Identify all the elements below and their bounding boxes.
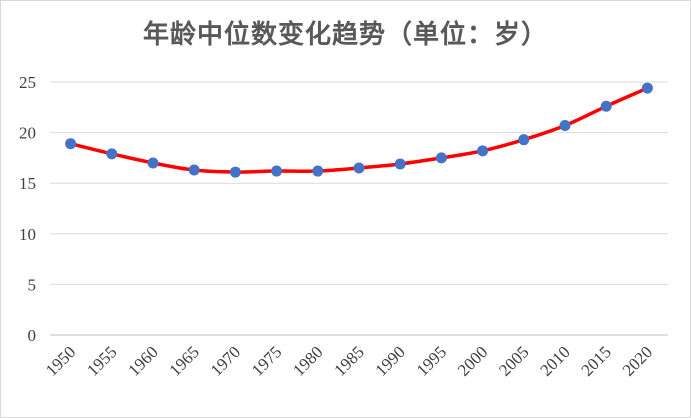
data-point-2000 <box>477 145 489 157</box>
x-tick-label: 1995 <box>413 342 450 379</box>
data-point-1975 <box>271 165 283 177</box>
data-point-1995 <box>435 152 447 164</box>
x-tick-label: 2020 <box>619 342 656 379</box>
y-tick-label: 20 <box>19 124 36 143</box>
x-tick-label: 1975 <box>248 342 285 379</box>
x-tick-label: 1965 <box>166 342 203 379</box>
x-tick-label: 1955 <box>83 342 120 379</box>
x-tick-label: 1990 <box>372 342 409 379</box>
x-tick-label: 1985 <box>330 342 367 379</box>
data-point-1960 <box>147 157 159 169</box>
data-point-2020 <box>641 82 653 94</box>
x-tick-label: 2005 <box>495 342 532 379</box>
y-tick-label: 25 <box>19 73 36 92</box>
data-point-2015 <box>600 100 612 112</box>
y-tick-label: 15 <box>19 174 36 193</box>
data-point-1985 <box>353 162 365 174</box>
data-point-2005 <box>518 134 530 146</box>
x-tick-label: 1970 <box>207 342 244 379</box>
x-axis-ticks: 1950 1955 1960 1965 1970 1975 1980 1985 1990 1995… <box>42 342 656 379</box>
data-point-1980 <box>312 165 324 177</box>
series-group <box>65 82 653 178</box>
data-point-1970 <box>229 166 241 178</box>
y-tick-label: 0 <box>28 326 37 345</box>
gridlines <box>50 81 668 336</box>
y-axis-ticks: 0 5 10 15 20 25 <box>19 73 36 345</box>
x-tick-label: 2010 <box>536 342 573 379</box>
data-point-1955 <box>106 148 118 160</box>
chart-title: 年龄中位数变化趋势（单位：岁） <box>142 20 548 50</box>
data-point-1950 <box>65 138 77 150</box>
x-tick-label: 2000 <box>454 342 491 379</box>
x-tick-label: 1980 <box>289 342 326 379</box>
data-point-1990 <box>394 158 406 170</box>
x-tick-label: 2015 <box>578 342 615 379</box>
x-tick-label: 1960 <box>124 342 161 379</box>
y-tick-label: 10 <box>19 225 36 244</box>
data-point-2010 <box>559 120 571 132</box>
x-tick-label: 1950 <box>42 342 79 379</box>
data-point-1965 <box>188 164 200 176</box>
y-tick-label: 5 <box>28 275 37 294</box>
